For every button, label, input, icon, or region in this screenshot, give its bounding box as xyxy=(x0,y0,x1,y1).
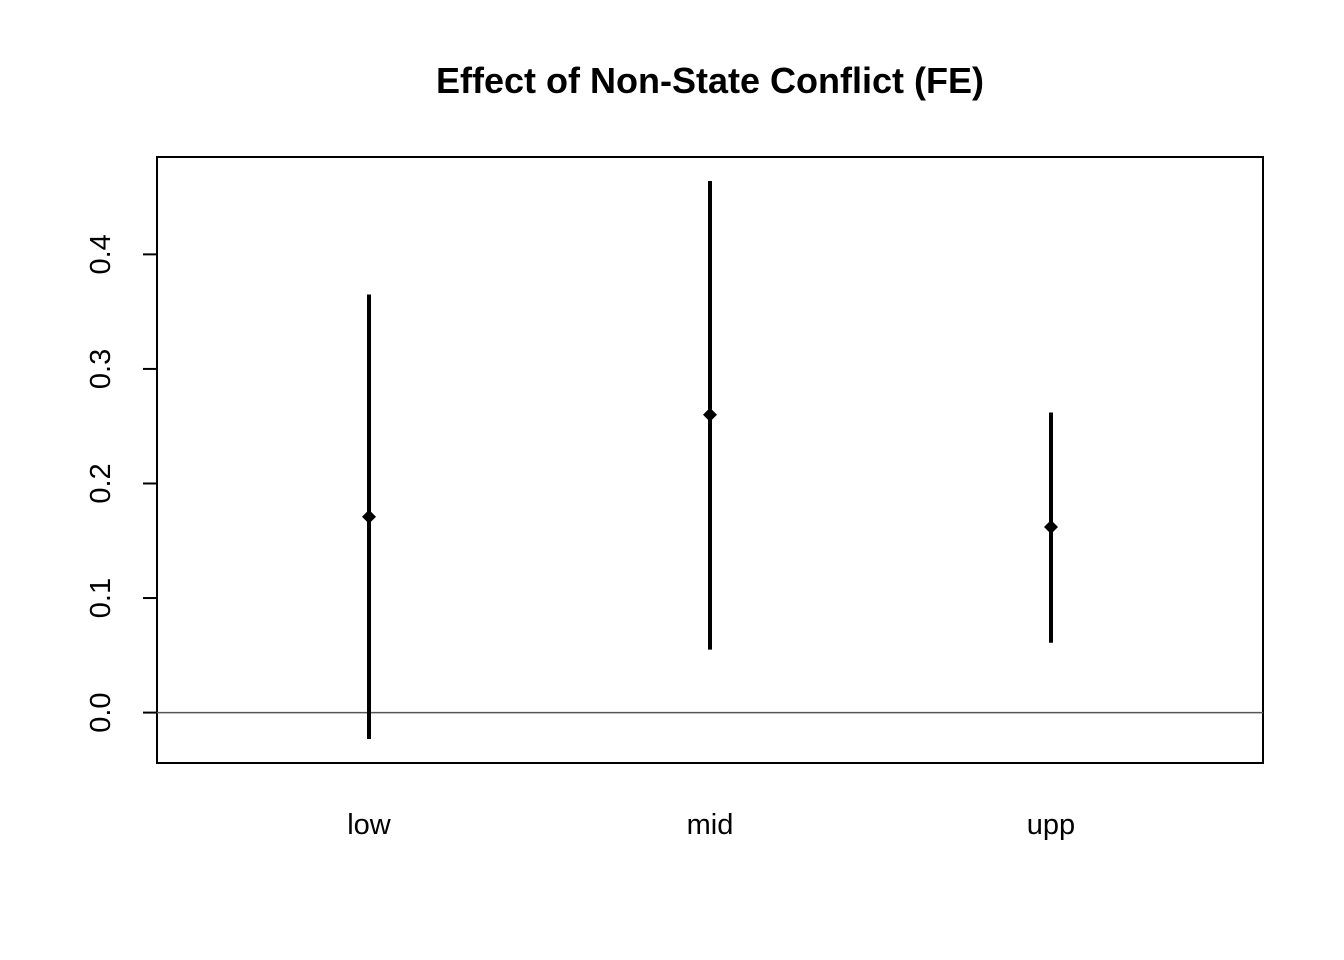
y-tick-label: 0.0 xyxy=(85,692,117,732)
y-tick-label: 0.4 xyxy=(85,234,117,274)
x-category-label: upp xyxy=(1027,809,1075,841)
point-estimate-mid xyxy=(703,407,717,422)
x-category-label: low xyxy=(347,809,392,841)
y-tick-label: 0.1 xyxy=(85,578,117,618)
point-estimate-upp xyxy=(1044,520,1058,535)
x-category-label: mid xyxy=(687,809,734,841)
y-axis: 0.0 0.1 0.2 0.3 0.4 xyxy=(85,234,157,733)
y-tick-label: 0.2 xyxy=(85,463,117,503)
plot-frame xyxy=(156,156,1264,764)
point-estimate-low xyxy=(362,509,376,524)
error-bars xyxy=(362,181,1058,739)
chart-title: Effect of Non-State Conflict (FE) xyxy=(436,60,984,101)
x-axis: low mid upp xyxy=(347,809,1075,841)
y-tick-label: 0.3 xyxy=(85,349,117,389)
